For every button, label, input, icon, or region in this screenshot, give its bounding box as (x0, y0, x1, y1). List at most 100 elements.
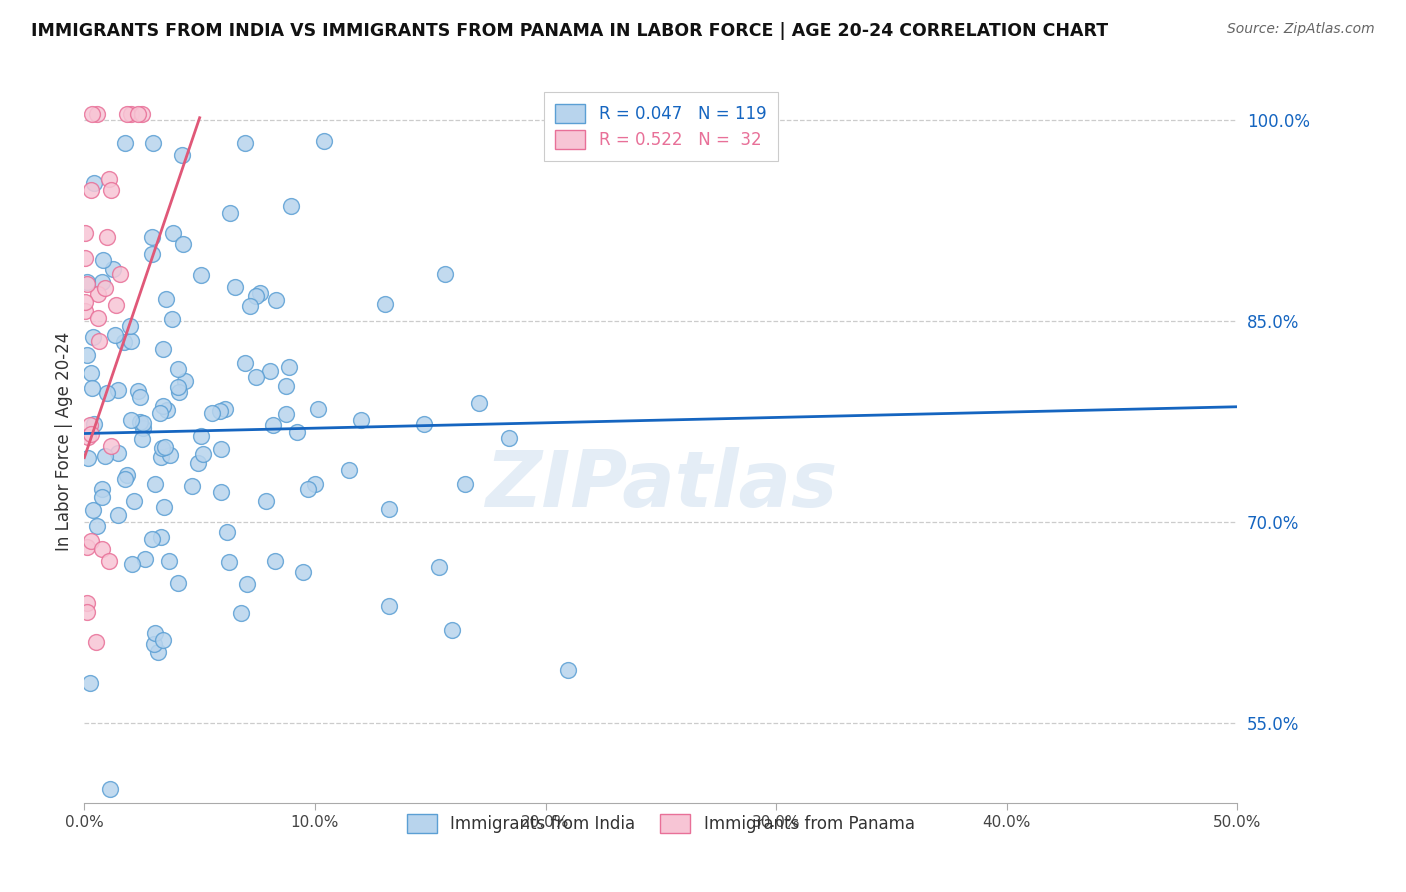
Point (82, 330, 104, 344)
Point (76, 277, 98, 291)
Point (127, 107, 149, 121)
Point (167, 576, 190, 591)
Point (120, 334, 142, 349)
Point (150, 441, 173, 455)
Point (131, 432, 153, 446)
Legend: Immigrants from India, Immigrants from Panama: Immigrants from India, Immigrants from P… (395, 803, 927, 845)
Point (143, 626, 166, 640)
Point (112, 334, 135, 349)
Point (312, 134, 335, 148)
Point (280, 199, 302, 213)
Point (132, 421, 155, 435)
Point (107, 445, 129, 459)
Point (82, 502, 104, 516)
Point (162, 227, 184, 241)
Point (167, 380, 190, 394)
Point (89, 334, 111, 349)
Point (167, 384, 190, 399)
Point (128, 415, 150, 429)
Point (121, 558, 143, 572)
Point (236, 576, 259, 591)
Point (214, 401, 236, 416)
Point (152, 399, 174, 413)
Point (149, 530, 172, 544)
Point (73, 303, 96, 318)
Point (90, 490, 112, 504)
Point (233, 136, 256, 151)
Point (167, 361, 190, 376)
Point (122, 494, 145, 508)
Point (114, 136, 136, 150)
Point (80, 107, 103, 121)
Point (73, 251, 96, 265)
Point (441, 623, 464, 637)
Point (557, 664, 579, 678)
Point (103, 261, 125, 276)
Point (76, 541, 98, 555)
Point (107, 383, 129, 397)
Point (83, 176, 105, 190)
Y-axis label: In Labor Force | Age 20-24: In Labor Force | Age 20-24 (55, 332, 73, 551)
Point (143, 636, 166, 650)
Point (412, 417, 434, 432)
Point (129, 390, 152, 404)
Point (434, 268, 457, 282)
Point (155, 293, 177, 307)
Point (276, 408, 298, 422)
Point (427, 560, 450, 574)
Point (96, 229, 118, 244)
Point (297, 482, 319, 496)
Point (76, 605, 98, 619)
Point (156, 402, 179, 417)
Point (337, 463, 360, 477)
Point (84, 635, 107, 649)
Point (79, 533, 101, 548)
Point (120, 412, 142, 426)
Point (191, 447, 214, 461)
Point (80, 367, 103, 381)
Point (172, 148, 194, 162)
Point (350, 413, 373, 427)
Point (91, 482, 114, 496)
Point (96, 385, 118, 400)
Point (142, 136, 165, 150)
Point (98, 172, 121, 186)
Point (159, 448, 181, 462)
Point (76, 348, 98, 362)
Point (80, 426, 103, 441)
Point (79, 676, 101, 690)
Text: ZIPatlas: ZIPatlas (485, 447, 837, 523)
Point (285, 425, 308, 439)
Point (131, 107, 153, 121)
Point (118, 319, 141, 334)
Point (97, 554, 120, 568)
Point (153, 500, 176, 514)
Point (100, 183, 122, 197)
Point (209, 442, 232, 456)
Point (219, 206, 242, 220)
Point (143, 477, 166, 491)
Point (146, 645, 169, 659)
Point (93, 449, 115, 463)
Point (245, 369, 267, 384)
Point (276, 379, 298, 393)
Point (76, 596, 98, 610)
Point (374, 297, 396, 311)
Point (172, 236, 194, 251)
Point (117, 468, 139, 483)
Point (80, 381, 103, 395)
Point (141, 230, 163, 244)
Point (134, 552, 156, 566)
Point (98, 782, 121, 797)
Point (291, 565, 314, 579)
Point (79, 183, 101, 197)
Point (249, 285, 271, 300)
Point (107, 508, 129, 522)
Point (141, 533, 163, 547)
Point (86, 107, 108, 121)
Point (149, 406, 172, 420)
Point (215, 524, 238, 539)
Point (378, 501, 401, 516)
Point (453, 476, 475, 491)
Point (266, 293, 288, 308)
